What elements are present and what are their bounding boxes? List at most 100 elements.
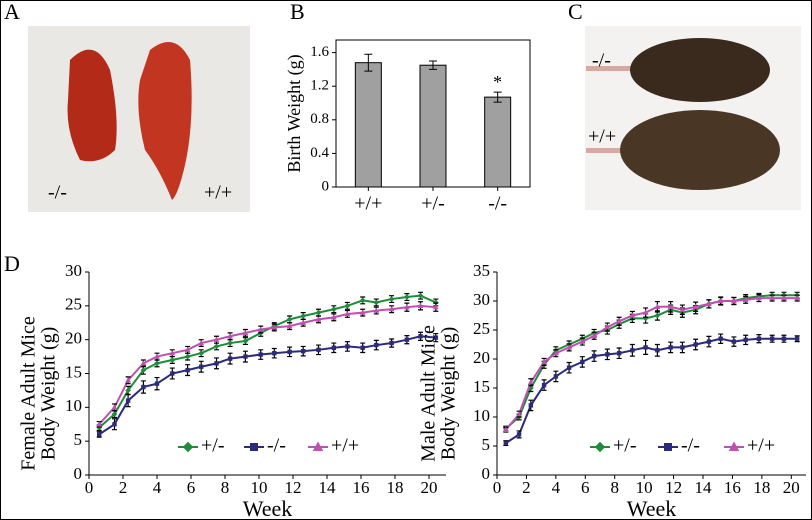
marker [184, 346, 191, 353]
marker [667, 303, 674, 309]
marker [170, 371, 175, 376]
marker [199, 364, 204, 369]
marker [182, 441, 194, 453]
y-tick-label: 1.2 [310, 78, 329, 94]
marker [655, 348, 660, 353]
marker [630, 348, 635, 353]
marker [541, 358, 547, 365]
marker [616, 318, 622, 324]
marker [344, 310, 351, 317]
legend-label: +/- [613, 435, 637, 457]
marker [417, 302, 424, 309]
marker [373, 307, 380, 313]
marker [706, 339, 712, 344]
annotation: * [493, 72, 502, 92]
x-tick-label: +/- [421, 193, 445, 215]
x-tick-label: 12 [285, 478, 302, 497]
y-tick-label: 25 [65, 295, 82, 314]
marker [528, 403, 534, 408]
x-axis-label: Week [243, 496, 293, 520]
marker [373, 299, 380, 306]
marker [125, 377, 131, 383]
y-tick-label: 0 [74, 464, 83, 483]
marker [331, 345, 336, 350]
y-axis-label: Body Weight (g) [38, 327, 60, 461]
y-tick-label: 0.4 [310, 145, 329, 161]
x-tick-label: +/+ [354, 193, 382, 215]
marker [243, 354, 248, 359]
mouse-bottom [620, 110, 780, 190]
marker [553, 374, 559, 379]
marker [154, 353, 160, 359]
marker [388, 296, 395, 302]
marker [258, 352, 263, 357]
marker [374, 342, 379, 348]
marker [781, 336, 787, 341]
marker [141, 384, 146, 390]
panel-label: C [568, 0, 583, 24]
x-tick-label: -/- [488, 193, 507, 215]
x-tick-label: 10 [251, 478, 268, 497]
marker [552, 350, 559, 356]
legend-label: -/- [681, 435, 700, 457]
marker [250, 443, 258, 451]
marker [227, 340, 233, 346]
y-tick-label: 0 [322, 178, 330, 194]
y-axis-label: Body Weight (g) [438, 327, 460, 461]
panel-label: A [4, 0, 20, 24]
marker [360, 345, 365, 350]
marker [432, 299, 439, 306]
marker [503, 440, 509, 446]
marker [794, 336, 800, 341]
y-tick-label: 10 [473, 406, 490, 425]
marker [96, 421, 103, 427]
y-tick-label: 20 [65, 329, 82, 348]
marker [502, 426, 509, 432]
photo-label: -/- [48, 182, 67, 204]
marker [300, 319, 307, 325]
marker [404, 294, 410, 300]
marker [242, 338, 249, 344]
marker [717, 297, 724, 304]
marker [756, 336, 762, 341]
mouse-top [630, 38, 770, 102]
y-axis-label: Female Adult Mice [18, 316, 40, 471]
x-tick-label: 14 [695, 478, 713, 497]
marker [125, 387, 131, 394]
marker [594, 441, 606, 453]
pup-right [138, 42, 192, 200]
y-tick-label: 20 [473, 348, 490, 367]
marker [616, 351, 622, 356]
marker [315, 309, 322, 316]
marker [286, 316, 293, 323]
mouse-tail [586, 148, 636, 153]
marker [743, 337, 748, 343]
marker [516, 432, 522, 437]
marker [769, 295, 776, 301]
marker [527, 379, 534, 385]
marker [579, 338, 586, 344]
marker [359, 297, 366, 304]
marker [642, 309, 649, 315]
x-tick-label: 6 [187, 478, 196, 497]
marker [591, 332, 597, 338]
legend-label: -/- [267, 435, 286, 457]
marker [316, 347, 321, 353]
marker [227, 333, 233, 339]
marker [591, 353, 597, 359]
marker [692, 303, 699, 309]
marker [541, 382, 547, 388]
y-axis-label: Male Adult Mice [418, 325, 440, 462]
marker [604, 324, 611, 330]
y-tick-label: 10 [65, 396, 82, 415]
marker [404, 304, 410, 310]
legend-label: +/+ [747, 435, 775, 457]
y-tick-label: 25 [473, 319, 490, 338]
photo-label: -/- [592, 50, 611, 72]
y-tick-label: 35 [473, 261, 490, 280]
marker [769, 336, 775, 341]
marker [184, 353, 191, 360]
photo-label: +/+ [588, 126, 616, 148]
mouse-tail [586, 66, 646, 71]
marker [214, 361, 219, 366]
